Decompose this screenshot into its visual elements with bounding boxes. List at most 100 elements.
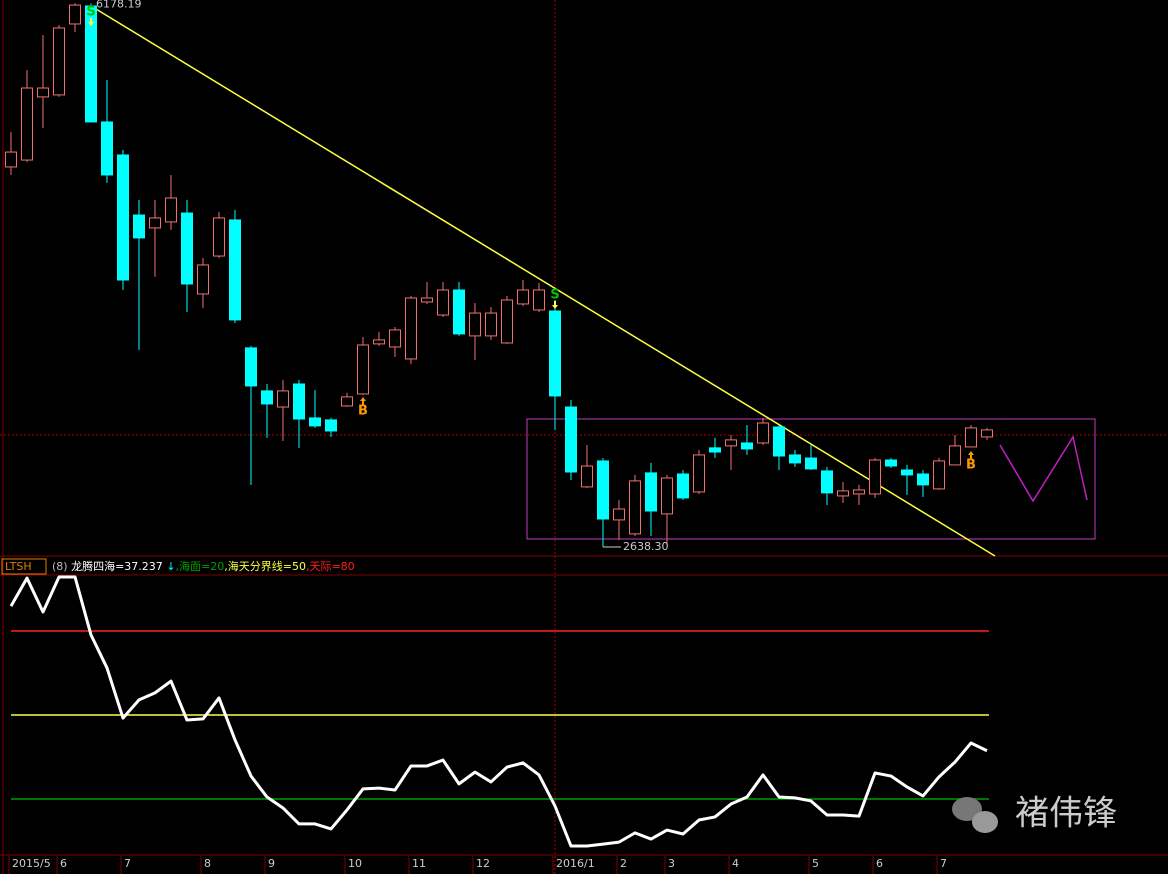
candle-body (357, 344, 369, 395)
signal: B (358, 404, 368, 419)
candle-body (53, 27, 65, 96)
candle-body (69, 4, 81, 25)
candle-body (101, 121, 113, 176)
candle-body (949, 445, 961, 466)
x-tick-label: 11 (412, 857, 426, 870)
candle-body (709, 447, 721, 453)
candle-body (805, 457, 817, 470)
candle-body (453, 289, 465, 335)
candle-body (677, 473, 689, 499)
x-tick-label: 2016/1 (556, 857, 595, 870)
indicator-line (9, 575, 988, 848)
candle-body (645, 472, 657, 512)
signal: S (86, 5, 95, 20)
price-label: 2638.30 (623, 540, 669, 553)
level-label: ,海天分界线=50 (224, 559, 306, 573)
signal-arrow (552, 301, 558, 309)
candle-body (565, 406, 577, 473)
indicator-param: (8) (52, 560, 68, 573)
x-tick-label: 2 (620, 857, 627, 870)
watermark: 褚伟锋 (1015, 794, 1117, 834)
candle-body (517, 289, 529, 305)
price-label: 6178.19 (96, 0, 142, 10)
candle-body (469, 312, 481, 337)
candle-body (965, 427, 977, 448)
candle-body (117, 154, 129, 281)
candle-body (309, 417, 321, 427)
indicator-arrow: ↓ (166, 560, 175, 573)
candle-body (661, 477, 673, 515)
candle-body (613, 508, 625, 521)
candle-body (197, 264, 209, 295)
signal: B (966, 458, 976, 473)
candle-body (165, 197, 177, 223)
x-tick-label: 8 (204, 857, 211, 870)
candle-body (693, 454, 705, 493)
candle-body (933, 460, 945, 490)
trendline (90, 5, 996, 557)
indicator-code: LTSH (5, 560, 32, 573)
x-tick-label: 10 (348, 857, 362, 870)
candle-body (277, 390, 289, 408)
candle-body (37, 87, 49, 98)
x-tick-label: 9 (268, 857, 275, 870)
signal-arrow (968, 451, 974, 460)
range-box (526, 418, 1096, 540)
level-label: ,天际=80 (306, 560, 355, 573)
x-tick-label: 12 (476, 857, 490, 870)
candle-body (757, 422, 769, 444)
x-tick-label: 2015/5 (12, 857, 51, 870)
candle-body (5, 151, 17, 168)
x-tick-label: 7 (124, 857, 131, 870)
legend-label: 龙腾四海=37.237 (71, 559, 163, 573)
x-tick-label: 6 (876, 857, 883, 870)
x-tick-label: 5 (812, 857, 819, 870)
candle-body (853, 489, 865, 495)
candle-body (581, 465, 593, 488)
candle-body (229, 219, 241, 321)
candle-body (21, 87, 33, 161)
candle-body (373, 339, 385, 345)
candle-body (421, 297, 433, 303)
x-tick-label: 3 (668, 857, 675, 870)
candle-body (597, 460, 609, 520)
candle-body (245, 347, 257, 387)
candle-body (405, 297, 417, 360)
candle-body (181, 212, 193, 285)
candle-body (341, 396, 353, 407)
candle-body (293, 383, 305, 420)
candle-body (437, 289, 449, 316)
candle-body (869, 459, 881, 495)
candle-body (533, 289, 545, 311)
candle-body (501, 299, 513, 344)
candle-body (485, 312, 497, 337)
indicator-code-box (1, 558, 47, 575)
level-label: ,海面=20 (176, 559, 225, 573)
candle-body (149, 217, 161, 229)
candle-body (133, 214, 145, 239)
x-tick-label: 4 (732, 857, 739, 870)
candle-body (85, 5, 97, 123)
candle-body (885, 459, 897, 467)
forecast-line (999, 435, 1088, 503)
x-tick-label: 6 (60, 857, 67, 870)
candle-body (821, 470, 833, 494)
indicator-header: (8) 龙腾四海=37.237 ↓,海面=20,海天分界线=50,天际=80 (52, 559, 355, 573)
signal: S (550, 288, 559, 303)
candle-body (549, 310, 561, 397)
signal-arrow (88, 18, 94, 26)
candle-body (325, 419, 337, 432)
candle-body (213, 217, 225, 257)
candle-body (901, 469, 913, 476)
signal-arrow (360, 397, 366, 406)
candle-body (789, 454, 801, 464)
candle-body (917, 473, 929, 486)
candle-body (741, 442, 753, 450)
candle-body (773, 426, 785, 457)
x-tick-label: 7 (940, 857, 947, 870)
candle-body (261, 390, 273, 405)
candle-body (725, 439, 737, 447)
candle-body (981, 429, 993, 438)
